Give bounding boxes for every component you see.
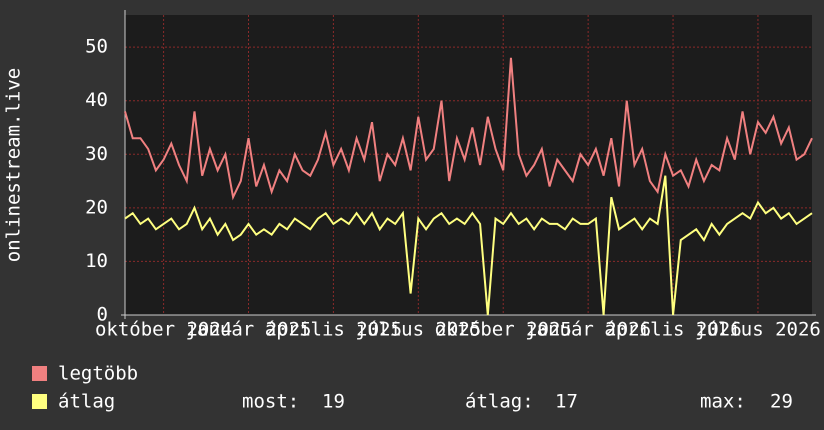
y-tick-label: 0 [97, 304, 108, 326]
y-tick-label: 10 [85, 250, 108, 272]
y-tick-label: 20 [85, 196, 108, 218]
series-line [124, 175, 813, 316]
stat-value: 29 [770, 391, 793, 413]
x-tick-label: április 2026 [604, 319, 741, 341]
y-tick-label: 40 [85, 89, 108, 111]
x-tick-label: július 2025 [355, 319, 481, 341]
legend-swatch [32, 394, 47, 409]
x-tick-label: július 2026 [695, 319, 821, 341]
legend-label: átlag [58, 391, 115, 413]
series-line [124, 57, 813, 201]
x-tick-label: január 2025 [186, 319, 312, 341]
stat-label: max: [700, 391, 746, 413]
y-axis-label: onlinestream.live [3, 68, 25, 262]
stat-label: most: [242, 391, 299, 413]
stat-value: 17 [555, 391, 578, 413]
stat-value: 19 [322, 391, 345, 413]
x-tick-label: október 2024 [95, 319, 232, 341]
legend-label: legtöbb [58, 363, 138, 385]
y-tick-label: 30 [85, 143, 108, 165]
legend-swatch [32, 366, 47, 381]
x-tick-label: október 2025 [435, 319, 572, 341]
stat-label: átlag: [465, 391, 534, 413]
x-tick-label: január 2026 [525, 319, 651, 341]
x-tick-label: április 2025 [265, 319, 402, 341]
y-tick-label: 50 [85, 36, 108, 58]
